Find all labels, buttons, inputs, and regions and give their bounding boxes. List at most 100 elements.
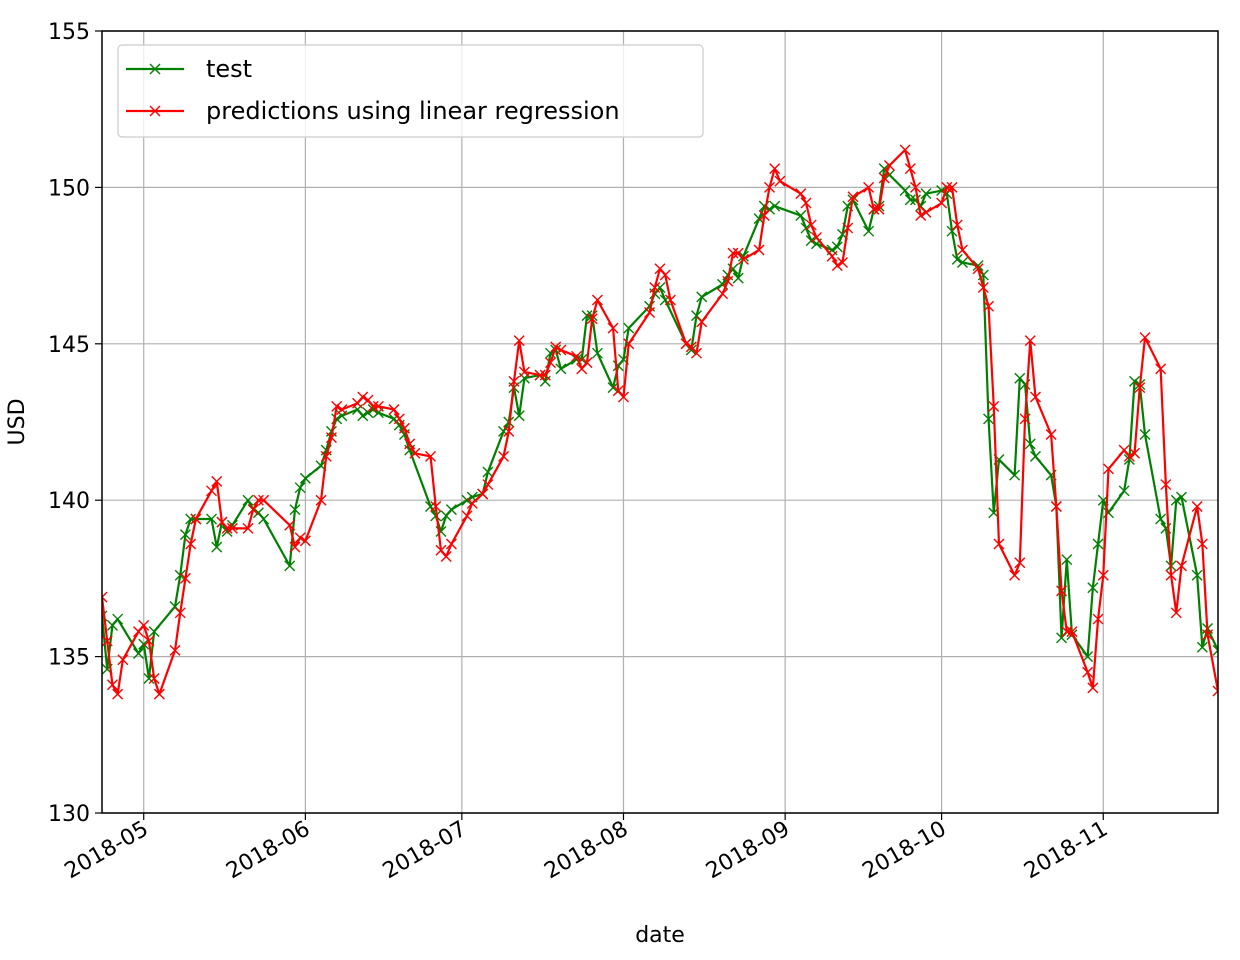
- data-point: [1009, 569, 1021, 581]
- data-point: [837, 256, 849, 268]
- data-point: [1196, 641, 1208, 653]
- data-point: [680, 338, 692, 350]
- legend-marker-icon: [149, 105, 161, 117]
- data-point: [1097, 569, 1109, 581]
- data-point: [206, 513, 218, 525]
- data-point: [133, 626, 144, 638]
- y-tick-label: 135: [48, 646, 90, 671]
- data-point: [1014, 372, 1026, 384]
- data-point: [367, 400, 379, 412]
- data-point: [800, 197, 812, 209]
- data-point: [1202, 629, 1214, 641]
- data-point: [863, 225, 875, 237]
- data-point: [1160, 479, 1172, 491]
- data-point: [696, 291, 708, 303]
- data-point: [899, 185, 911, 197]
- data-point: [112, 688, 124, 700]
- data-point: [910, 181, 922, 193]
- data-point: [1087, 682, 1099, 694]
- data-point: [774, 175, 786, 187]
- data-point: [555, 363, 567, 375]
- data-point: [513, 410, 525, 422]
- data-point: [445, 538, 457, 550]
- data-point: [1170, 607, 1182, 619]
- x-axis-label: date: [635, 923, 685, 948]
- data-point: [644, 307, 656, 319]
- data-point: [993, 538, 1005, 550]
- data-point: [258, 494, 270, 506]
- data-point: [1129, 375, 1141, 387]
- data-point: [398, 422, 410, 434]
- data-point: [435, 544, 447, 556]
- data-point: [904, 194, 916, 206]
- data-point: [445, 504, 457, 516]
- data-point: [498, 450, 510, 462]
- data-point: [659, 294, 671, 306]
- y-tick-label: 140: [48, 489, 90, 514]
- data-point: [430, 500, 442, 512]
- data-point: [440, 551, 452, 562]
- data-point: [102, 591, 108, 603]
- data-point: [252, 507, 264, 519]
- data-point: [289, 504, 301, 516]
- data-point: [1123, 454, 1135, 466]
- data-point: [320, 450, 332, 462]
- data-point: [508, 375, 520, 387]
- data-point: [550, 341, 562, 353]
- data-point: [1118, 485, 1130, 497]
- data-point: [1196, 538, 1208, 550]
- data-point: [685, 341, 697, 353]
- data-point: [769, 163, 781, 175]
- data-point: [352, 397, 364, 409]
- data-point: [1139, 332, 1151, 344]
- data-point: [873, 203, 885, 215]
- data-point: [336, 403, 348, 415]
- data-point: [586, 313, 598, 325]
- data-point: [211, 475, 223, 487]
- data-point: [1024, 335, 1036, 347]
- data-point: [826, 250, 838, 262]
- data-point: [972, 260, 984, 272]
- data-point: [357, 410, 369, 422]
- data-point: [591, 347, 603, 359]
- data-point: [242, 522, 254, 534]
- legend-label: test: [206, 55, 252, 83]
- data-point: [920, 206, 932, 218]
- data-point: [1092, 538, 1104, 550]
- data-point: [284, 560, 296, 572]
- data-point: [920, 188, 932, 200]
- data-point: [696, 316, 708, 328]
- series-layer: [102, 144, 1218, 700]
- data-point: [571, 350, 583, 362]
- data-point: [226, 522, 238, 534]
- legend-item: test: [126, 55, 252, 83]
- data-point: [1087, 582, 1099, 594]
- data-point: [221, 522, 233, 534]
- data-point: [1082, 666, 1094, 678]
- data-point: [299, 472, 311, 484]
- data-point: [440, 510, 452, 522]
- data-point: [904, 163, 916, 175]
- data-point: [466, 497, 478, 509]
- data-point: [242, 494, 254, 506]
- data-point: [831, 241, 843, 253]
- data-point: [1045, 429, 1057, 441]
- data-point: [461, 494, 473, 506]
- data-point: [722, 275, 734, 287]
- data-point: [169, 644, 181, 656]
- data-point: [1066, 626, 1078, 638]
- data-point: [1014, 557, 1026, 569]
- data-point: [956, 256, 968, 268]
- data-point: [1024, 438, 1036, 450]
- data-point: [461, 510, 473, 522]
- legend-box: [117, 44, 704, 138]
- data-point: [1056, 632, 1068, 644]
- data-point: [800, 222, 812, 234]
- y-tick-label: 145: [48, 333, 90, 358]
- data-point: [753, 244, 765, 256]
- data-point: [148, 673, 160, 684]
- data-point: [810, 231, 822, 243]
- data-point: [102, 635, 113, 647]
- data-point: [1056, 585, 1068, 597]
- data-point: [138, 619, 150, 631]
